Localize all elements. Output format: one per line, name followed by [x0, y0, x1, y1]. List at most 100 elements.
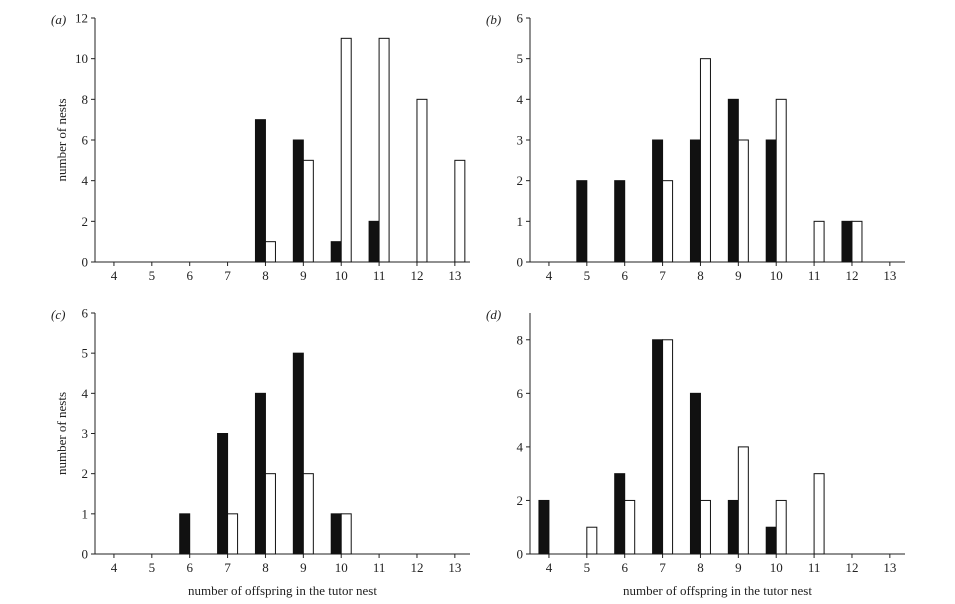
x-tick-label: 5 — [149, 268, 156, 283]
x-tick-label: 10 — [770, 560, 783, 575]
x-tick-label: 12 — [845, 560, 858, 575]
y-tick-label: 5 — [517, 51, 524, 66]
bar-open — [264, 241, 276, 263]
y-tick-label: 1 — [82, 506, 89, 521]
bar-filled — [652, 339, 664, 555]
y-tick-label: 0 — [82, 255, 89, 270]
bar-filled — [254, 119, 266, 263]
bar-filled — [292, 139, 304, 263]
bar-filled — [330, 241, 342, 263]
x-tick-label: 7 — [224, 560, 231, 575]
x-tick-label: 11 — [373, 268, 386, 283]
bar-open — [624, 499, 636, 555]
x-axis-title: number of offspring in the tutor nest — [188, 583, 377, 598]
x-tick-label: 9 — [735, 560, 742, 575]
x-tick-label: 10 — [770, 268, 783, 283]
x-tick-label: 7 — [659, 268, 666, 283]
bar-open — [416, 98, 428, 263]
x-tick-label: 7 — [224, 268, 231, 283]
bar-filled — [727, 499, 739, 555]
bar-open — [851, 220, 863, 263]
x-tick-label: 9 — [300, 268, 307, 283]
bar-filled — [538, 499, 550, 555]
bar-filled — [841, 220, 853, 263]
x-tick-label: 13 — [448, 560, 461, 575]
x-tick-label: 10 — [335, 560, 348, 575]
x-tick-label: 11 — [373, 560, 386, 575]
bar-open — [699, 499, 711, 555]
bar-open — [737, 446, 749, 555]
bar-open — [813, 473, 825, 555]
bar-filled — [727, 98, 739, 263]
y-tick-label: 2 — [517, 173, 524, 188]
bar-open — [775, 98, 787, 263]
y-tick-label: 8 — [517, 332, 524, 347]
bar-filled — [765, 526, 777, 555]
y-tick-label: 3 — [517, 133, 524, 148]
x-tick-label: 6 — [186, 560, 193, 575]
y-tick-label: 6 — [517, 11, 524, 26]
y-axis-title: number of nests — [54, 392, 69, 475]
y-tick-label: 6 — [82, 133, 89, 148]
x-tick-label: 6 — [621, 560, 628, 575]
y-tick-label: 8 — [82, 92, 89, 107]
chart-panel-d: 0 2 4 6 8 4 5 6 7 8 9 10 11 12 13 (d) number of offsprin… — [486, 307, 905, 598]
bar-filled — [614, 473, 626, 555]
bar-filled — [330, 513, 342, 555]
bar-filled — [765, 139, 777, 263]
y-tick-label: 12 — [75, 11, 88, 26]
x-tick-label: 4 — [111, 268, 118, 283]
y-tick-label: 4 — [517, 439, 524, 454]
y-tick-label: 6 — [517, 386, 524, 401]
x-tick-label: 11 — [808, 268, 821, 283]
x-tick-label: 8 — [697, 268, 704, 283]
x-tick-label: 8 — [697, 560, 704, 575]
panel-label: (d) — [486, 307, 501, 322]
bar-open — [302, 159, 314, 263]
x-tick-label: 7 — [659, 560, 666, 575]
y-axis-title: number of nests — [54, 98, 69, 181]
bar-filled — [292, 352, 304, 555]
y-tick-label: 0 — [517, 255, 524, 270]
bar-open — [264, 473, 276, 555]
bar-open — [340, 513, 352, 555]
bar-open — [378, 37, 390, 263]
bar-filled — [254, 392, 266, 555]
x-tick-label: 13 — [883, 268, 896, 283]
x-tick-label: 8 — [262, 268, 269, 283]
y-tick-label: 2 — [517, 493, 524, 508]
x-tick-label: 6 — [621, 268, 628, 283]
y-tick-label: 0 — [82, 547, 89, 562]
panel-label: (a) — [51, 12, 66, 27]
bar-filled — [652, 139, 664, 263]
bar-filled — [614, 180, 626, 263]
x-tick-label: 11 — [808, 560, 821, 575]
bar-filled — [179, 513, 191, 555]
x-tick-label: 12 — [410, 560, 423, 575]
bar-open — [586, 526, 598, 555]
y-tick-label: 4 — [82, 386, 89, 401]
x-tick-label: 4 — [111, 560, 118, 575]
x-tick-label: 6 — [186, 268, 193, 283]
x-tick-label: 13 — [883, 560, 896, 575]
x-tick-label: 12 — [410, 268, 423, 283]
y-tick-label: 1 — [517, 214, 524, 229]
x-axis-title: number of offspring in the tutor nest — [623, 583, 812, 598]
bar-open — [737, 139, 749, 263]
chart-panel-a: 0 2 4 6 8 10 12 4 5 6 7 8 9 10 11 12 13 (a) number of nest… — [51, 11, 470, 283]
x-tick-label: 12 — [845, 268, 858, 283]
bar-open — [662, 339, 674, 555]
y-tick-label: 5 — [82, 346, 89, 361]
x-tick-label: 4 — [546, 268, 553, 283]
bar-open — [813, 220, 825, 263]
x-tick-label: 5 — [584, 268, 591, 283]
bar-open — [775, 499, 787, 555]
y-tick-label: 10 — [75, 51, 88, 66]
bar-filled — [217, 433, 229, 555]
bar-open — [227, 513, 239, 555]
x-tick-label: 5 — [584, 560, 591, 575]
x-tick-label: 8 — [262, 560, 269, 575]
